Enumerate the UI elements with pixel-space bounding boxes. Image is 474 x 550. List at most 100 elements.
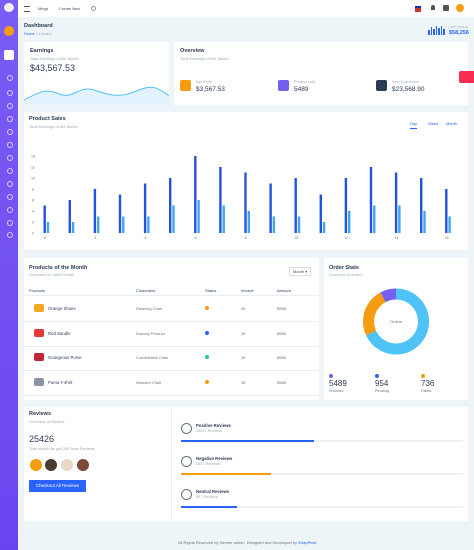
column-header: Invoice	[241, 288, 254, 293]
tab[interactable]: Month	[446, 121, 458, 126]
progress-track	[181, 440, 463, 442]
menu-icon[interactable]	[7, 194, 13, 200]
logo[interactable]	[4, 3, 14, 12]
y-tick-label: 14	[31, 154, 35, 158]
x-tick-label: 16	[445, 236, 449, 240]
bar	[369, 167, 373, 233]
bar	[445, 189, 448, 233]
legend-label: Success	[329, 389, 344, 393]
menu-mega[interactable]: Mega	[38, 6, 49, 11]
footer-link[interactable]: WrapPixel.	[298, 540, 318, 545]
menu-icon[interactable]	[7, 129, 13, 135]
breadcrumb-home[interactable]: Home	[24, 31, 35, 36]
order-donut: Orders	[363, 288, 429, 355]
review-emoji	[181, 423, 192, 434]
bar	[93, 189, 97, 233]
y-tick-label: 10	[31, 176, 35, 180]
menu-toggle[interactable]	[24, 6, 30, 12]
menu-icon[interactable]	[7, 220, 13, 226]
active-menu-item[interactable]	[4, 50, 14, 60]
invoice: 35	[241, 379, 246, 385]
amount: $96K	[277, 330, 287, 336]
settings-button[interactable]	[459, 71, 474, 83]
row-rule	[24, 321, 319, 322]
card-title: Order Stats	[329, 265, 359, 271]
bar	[194, 156, 197, 233]
overview-label: New Customers	[392, 80, 420, 84]
bar	[373, 205, 376, 233]
avatar[interactable]	[45, 459, 57, 471]
menu-icon[interactable]	[7, 75, 13, 81]
menu-icon[interactable]	[7, 168, 13, 174]
bar	[169, 178, 172, 233]
breadcrumb: Home > Library	[24, 31, 52, 36]
bar	[143, 183, 147, 233]
notification-icon[interactable]	[431, 5, 435, 10]
card-title: Product Sales	[29, 116, 66, 122]
bar	[322, 222, 326, 233]
bar	[122, 216, 125, 233]
overview-label: Product sold	[294, 80, 316, 84]
sidebar	[0, 0, 18, 550]
x-tick-label: 12	[344, 236, 348, 240]
menu-create[interactable]: Create New	[59, 6, 81, 11]
flag-icon[interactable]	[415, 6, 421, 12]
overview-label: Net Profit	[196, 80, 212, 84]
row-rule	[24, 394, 319, 396]
bar	[394, 172, 398, 233]
menu-icon[interactable]	[7, 142, 13, 148]
mini-bars	[428, 26, 448, 35]
review-count: 5547 Reviews	[196, 462, 220, 466]
legend-value: 5489	[329, 379, 347, 388]
user-avatar[interactable]	[4, 26, 14, 36]
card-subtitle: Overview of Review	[29, 419, 65, 424]
message-icon[interactable]	[443, 5, 449, 11]
x-tick-label: 0	[44, 236, 46, 240]
tab[interactable]: Week	[428, 121, 439, 126]
stat-value: $58,256	[449, 30, 469, 36]
avatar[interactable]	[30, 459, 42, 471]
y-tick-label: 6	[32, 198, 34, 202]
menu-icon[interactable]	[7, 90, 13, 96]
y-tick-label: 0	[32, 231, 34, 235]
menu-icon[interactable]	[7, 116, 13, 122]
card-title: Reviews	[29, 411, 52, 417]
column-header: Status	[205, 288, 217, 293]
menu-icon[interactable]	[7, 232, 13, 238]
menu-icon[interactable]	[7, 207, 13, 213]
x-tick-label: 6	[195, 236, 197, 240]
bar	[68, 200, 71, 233]
column-header: Amount	[277, 288, 291, 293]
footer: All Rights Reserved by Xtreme admin. Des…	[178, 540, 317, 545]
customer: Comfortable Chair	[136, 355, 169, 360]
donut-segment	[363, 288, 429, 355]
avatar[interactable]	[61, 459, 73, 471]
progress-track	[181, 473, 463, 475]
review-emoji	[181, 456, 192, 467]
status-dot	[205, 379, 209, 384]
products-card: Products of the Month Overview of Latest…	[24, 258, 319, 400]
product-name: Orange Shoes	[48, 306, 76, 311]
invoice: 35	[241, 306, 246, 311]
bar	[294, 178, 297, 233]
page-title: Dashboard	[24, 23, 53, 29]
profile-avatar[interactable]	[456, 4, 464, 12]
tab[interactable]: Day	[410, 121, 418, 129]
bar	[398, 205, 401, 233]
checkout-reviews-button[interactable]: Checkout All Reviews	[29, 480, 86, 492]
avatar[interactable]	[77, 459, 89, 471]
review-count: 25547 Reviews	[196, 429, 222, 433]
menu-icon[interactable]	[7, 103, 13, 109]
bar	[423, 211, 426, 233]
customer: Relaxing Chair	[136, 306, 163, 311]
menu-icon[interactable]	[7, 155, 13, 161]
search-icon[interactable]	[91, 6, 96, 11]
menu-icon[interactable]	[7, 181, 13, 187]
bar	[448, 216, 451, 233]
card-subtitle: Total Earnings of the Month	[30, 56, 79, 61]
y-tick-label: 4	[32, 209, 34, 213]
column-header: Products	[29, 288, 45, 293]
card-subtitle: Overview of Latest Month	[29, 272, 75, 277]
product-icon	[34, 304, 44, 312]
month-filter[interactable]: Month ▾	[289, 267, 312, 276]
